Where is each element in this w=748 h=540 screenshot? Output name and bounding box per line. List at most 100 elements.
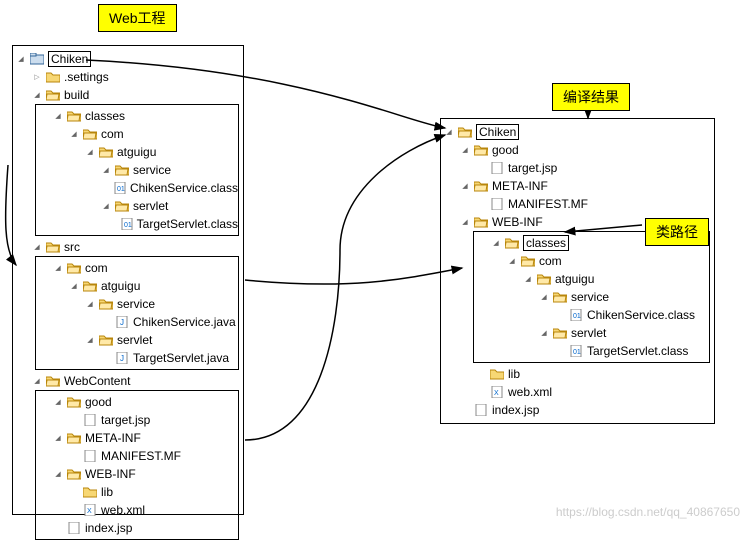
toggle-icon[interactable] [459,144,471,156]
wc-lib-node[interactable]: lib [36,483,238,501]
left-tree-panel: Chiken .settings build classes com [12,45,244,515]
build-node[interactable]: build [15,86,241,104]
toggle-icon [554,345,566,357]
src-service-node[interactable]: service [36,295,238,313]
toggle-icon[interactable] [459,216,471,228]
class-file-icon: 01 [568,344,584,358]
toggle-icon[interactable] [84,298,96,310]
build-label: build [64,88,89,102]
classes-node[interactable]: classes [36,107,238,125]
r-servlet-file-label: TargetServlet.class [587,344,688,358]
manifest-file-icon [489,197,505,211]
toggle-icon [68,504,80,516]
toggle-icon [475,368,487,380]
toggle-icon[interactable] [84,334,96,346]
toggle-icon[interactable] [443,126,455,138]
toggle-icon[interactable] [506,255,518,267]
toggle-icon[interactable] [52,110,64,122]
folder-icon [66,431,82,445]
r-meta-inf-node[interactable]: META-INF [443,177,712,195]
wc-webxml-node[interactable]: X web.xml [36,501,238,519]
r-webxml-node[interactable]: X web.xml [443,383,712,401]
atguigu-label: atguigu [117,145,156,159]
src-com-node[interactable]: com [36,259,238,277]
toggle-icon[interactable] [490,237,502,249]
toggle-icon[interactable] [52,468,64,480]
r-atguigu-node[interactable]: atguigu [474,270,709,288]
toggle-icon[interactable] [522,273,534,285]
src-atguigu-label: atguigu [101,279,140,293]
label-classpath: 类路径 [645,218,709,246]
r-good-node[interactable]: good [443,141,712,159]
build-sub-box: classes com atguigu service 01 ChikenSer… [35,104,239,236]
r-good-label: good [492,143,519,157]
toggle-icon[interactable] [459,180,471,192]
wc-manifest-node[interactable]: MANIFEST.MF [36,447,238,465]
r-com-node[interactable]: com [474,252,709,270]
settings-node[interactable]: .settings [15,68,241,86]
servlet-file-label: TargetServlet.class [137,217,238,231]
right-root-node[interactable]: Chiken [443,123,712,141]
r-service-node[interactable]: service [474,288,709,306]
toggle-icon[interactable] [538,327,550,339]
wc-web-inf-node[interactable]: WEB-INF [36,465,238,483]
r-target-jsp-label: target.jsp [508,161,557,175]
right-classes-sub-box: classes com atguigu service 01 ChikenSer… [473,231,710,363]
toggle-icon[interactable] [84,146,96,158]
src-label: src [64,240,80,254]
r-lib-node[interactable]: lib [443,365,712,383]
src-servlet-node[interactable]: servlet [36,331,238,349]
src-node[interactable]: src [15,238,241,256]
toggle-icon[interactable] [100,164,112,176]
r-target-jsp-node[interactable]: target.jsp [443,159,712,177]
jsp-file-icon [473,403,489,417]
toggle-icon[interactable] [52,262,64,274]
webcontent-node[interactable]: WebContent [15,372,241,390]
toggle-icon[interactable] [15,53,27,65]
wc-meta-inf-node[interactable]: META-INF [36,429,238,447]
toggle-icon[interactable] [31,375,43,387]
webcontent-sub-box: good target.jsp META-INF MANIFEST.MF WEB… [35,390,239,540]
servlet-node[interactable]: servlet [36,197,238,215]
wc-index-jsp-node[interactable]: index.jsp [36,519,238,537]
servlet-file-node[interactable]: 01 TargetServlet.class [36,215,238,233]
service-file-node[interactable]: 01 ChikenService.class [36,179,238,197]
folder-icon [114,163,130,177]
src-servlet-file-label: TargetServlet.java [133,351,229,365]
com-label: com [101,127,124,141]
toggle-icon[interactable] [31,89,43,101]
project-icon [29,52,45,66]
toggle-icon[interactable] [68,128,80,140]
svg-text:01: 01 [573,313,581,320]
toggle-icon[interactable] [31,241,43,253]
webcontent-label: WebContent [64,374,131,388]
toggle-icon[interactable] [52,432,64,444]
wc-manifest-label: MANIFEST.MF [101,449,181,463]
r-meta-inf-label: META-INF [492,179,548,193]
src-service-file-node[interactable]: J ChikenService.java [36,313,238,331]
src-atguigu-node[interactable]: atguigu [36,277,238,295]
toggle-icon[interactable] [52,396,64,408]
toggle-icon[interactable] [31,71,43,83]
wc-target-jsp-node[interactable]: target.jsp [36,411,238,429]
folder-icon [82,127,98,141]
src-servlet-file-node[interactable]: J TargetServlet.java [36,349,238,367]
java-file-icon: J [114,315,130,329]
xml-file-icon: X [82,503,98,517]
r-manifest-node[interactable]: MANIFEST.MF [443,195,712,213]
service-node[interactable]: service [36,161,238,179]
folder-icon [82,279,98,293]
r-servlet-file-node[interactable]: 01 TargetServlet.class [474,342,709,360]
r-service-file-node[interactable]: 01 ChikenService.class [474,306,709,324]
r-servlet-node[interactable]: servlet [474,324,709,342]
toggle-icon[interactable] [68,280,80,292]
toggle-icon[interactable] [100,200,112,212]
com-node[interactable]: com [36,125,238,143]
toggle-icon [554,309,566,321]
r-index-jsp-node[interactable]: index.jsp [443,401,712,419]
atguigu-node[interactable]: atguigu [36,143,238,161]
wc-good-node[interactable]: good [36,393,238,411]
left-root-node[interactable]: Chiken [15,50,241,68]
label-web-project-text: Web工程 [109,10,166,26]
toggle-icon[interactable] [538,291,550,303]
